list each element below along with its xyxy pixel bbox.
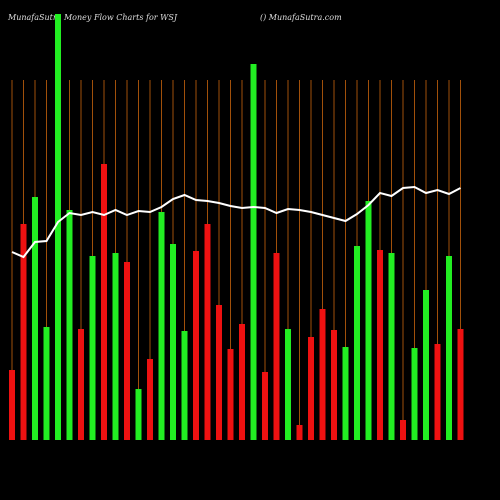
bar [193,251,199,440]
bar [285,329,291,440]
bar [227,349,234,440]
money-flow-line [11,185,461,259]
bar [170,244,176,440]
bar [32,197,38,440]
bar [43,327,50,440]
bar [135,389,142,440]
bar [158,212,165,440]
chart-title: MunafaSutra Money Flow Charts for WSJ [7,13,178,22]
bar [66,210,73,440]
bar [181,331,188,440]
bar [273,253,280,440]
bar [216,305,222,440]
bar [262,372,268,440]
chart-subtitle: () MunafaSutra.com [260,13,342,22]
bar [101,164,107,440]
bar [308,337,314,440]
bar [377,250,383,440]
bar [446,256,452,440]
bar [434,344,441,440]
bar [296,425,303,440]
bar [411,348,418,440]
bar [354,246,360,440]
bar [388,253,395,440]
bar [78,329,84,440]
bar [89,256,96,440]
bar [124,262,130,440]
bar [331,330,337,440]
bar [147,359,153,440]
bar [342,347,349,440]
bar [9,370,15,440]
bar [55,14,61,440]
bar [365,201,372,440]
bar [457,329,464,440]
bar [112,253,119,440]
bar [423,290,429,440]
bar [204,224,211,440]
bar [319,309,326,440]
bar [20,224,27,440]
bar [400,420,406,440]
bar [239,324,245,440]
bar [250,64,257,440]
